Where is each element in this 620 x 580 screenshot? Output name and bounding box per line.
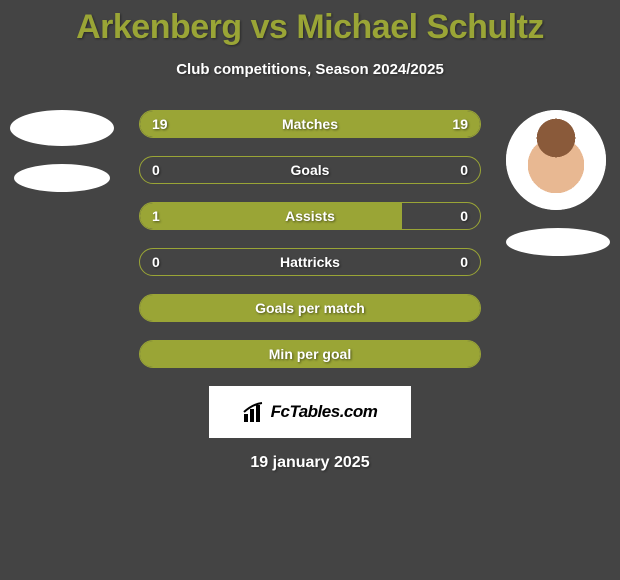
chart-bars-icon — [243, 402, 267, 422]
player-left-avatar — [10, 110, 114, 146]
stat-label: Min per goal — [140, 341, 480, 367]
stat-row: Assists1 0 — [139, 202, 481, 230]
stat-row: Goals per match — [139, 294, 481, 322]
stat-row: Goals0 0 — [139, 156, 481, 184]
page-title: Arkenberg vs Michael Schultz — [0, 0, 620, 47]
player-right-name-pill — [506, 228, 610, 256]
player-right-avatar-group — [506, 110, 610, 256]
stat-value-left: 1 — [152, 203, 160, 229]
stat-label: Matches — [140, 111, 480, 137]
stat-label: Assists — [140, 203, 480, 229]
stat-row: Matches19 19 — [139, 110, 481, 138]
stat-bars: Matches1919Goals00Assists10Hattricks00Go… — [139, 110, 481, 368]
snapshot-date: 19 january 2025 — [0, 454, 620, 472]
comparison-area: Matches1919Goals00Assists10Hattricks00Go… — [0, 110, 620, 368]
fctables-logo: FcTables.com — [209, 386, 411, 438]
subtitle: Club competitions, Season 2024/2025 — [0, 61, 620, 78]
stat-value-right: 0 — [460, 249, 468, 275]
stat-value-right: 0 — [460, 203, 468, 229]
stat-label: Hattricks — [140, 249, 480, 275]
stat-row: Min per goal — [139, 340, 481, 368]
stat-value-left: 0 — [152, 157, 160, 183]
stat-row: Hattricks0 0 — [139, 248, 481, 276]
player-photo-icon — [506, 110, 606, 210]
player-right-avatar — [506, 110, 606, 210]
stat-value-right: 0 — [460, 157, 468, 183]
stat-label: Goals — [140, 157, 480, 183]
logo-text: FcTables.com — [271, 402, 378, 422]
stat-value-left: 0 — [152, 249, 160, 275]
stat-label: Goals per match — [140, 295, 480, 321]
stat-value-right: 19 — [452, 111, 468, 137]
player-left-avatar-group — [10, 110, 114, 192]
player-left-name-pill — [14, 164, 110, 192]
stat-value-left: 19 — [152, 111, 168, 137]
